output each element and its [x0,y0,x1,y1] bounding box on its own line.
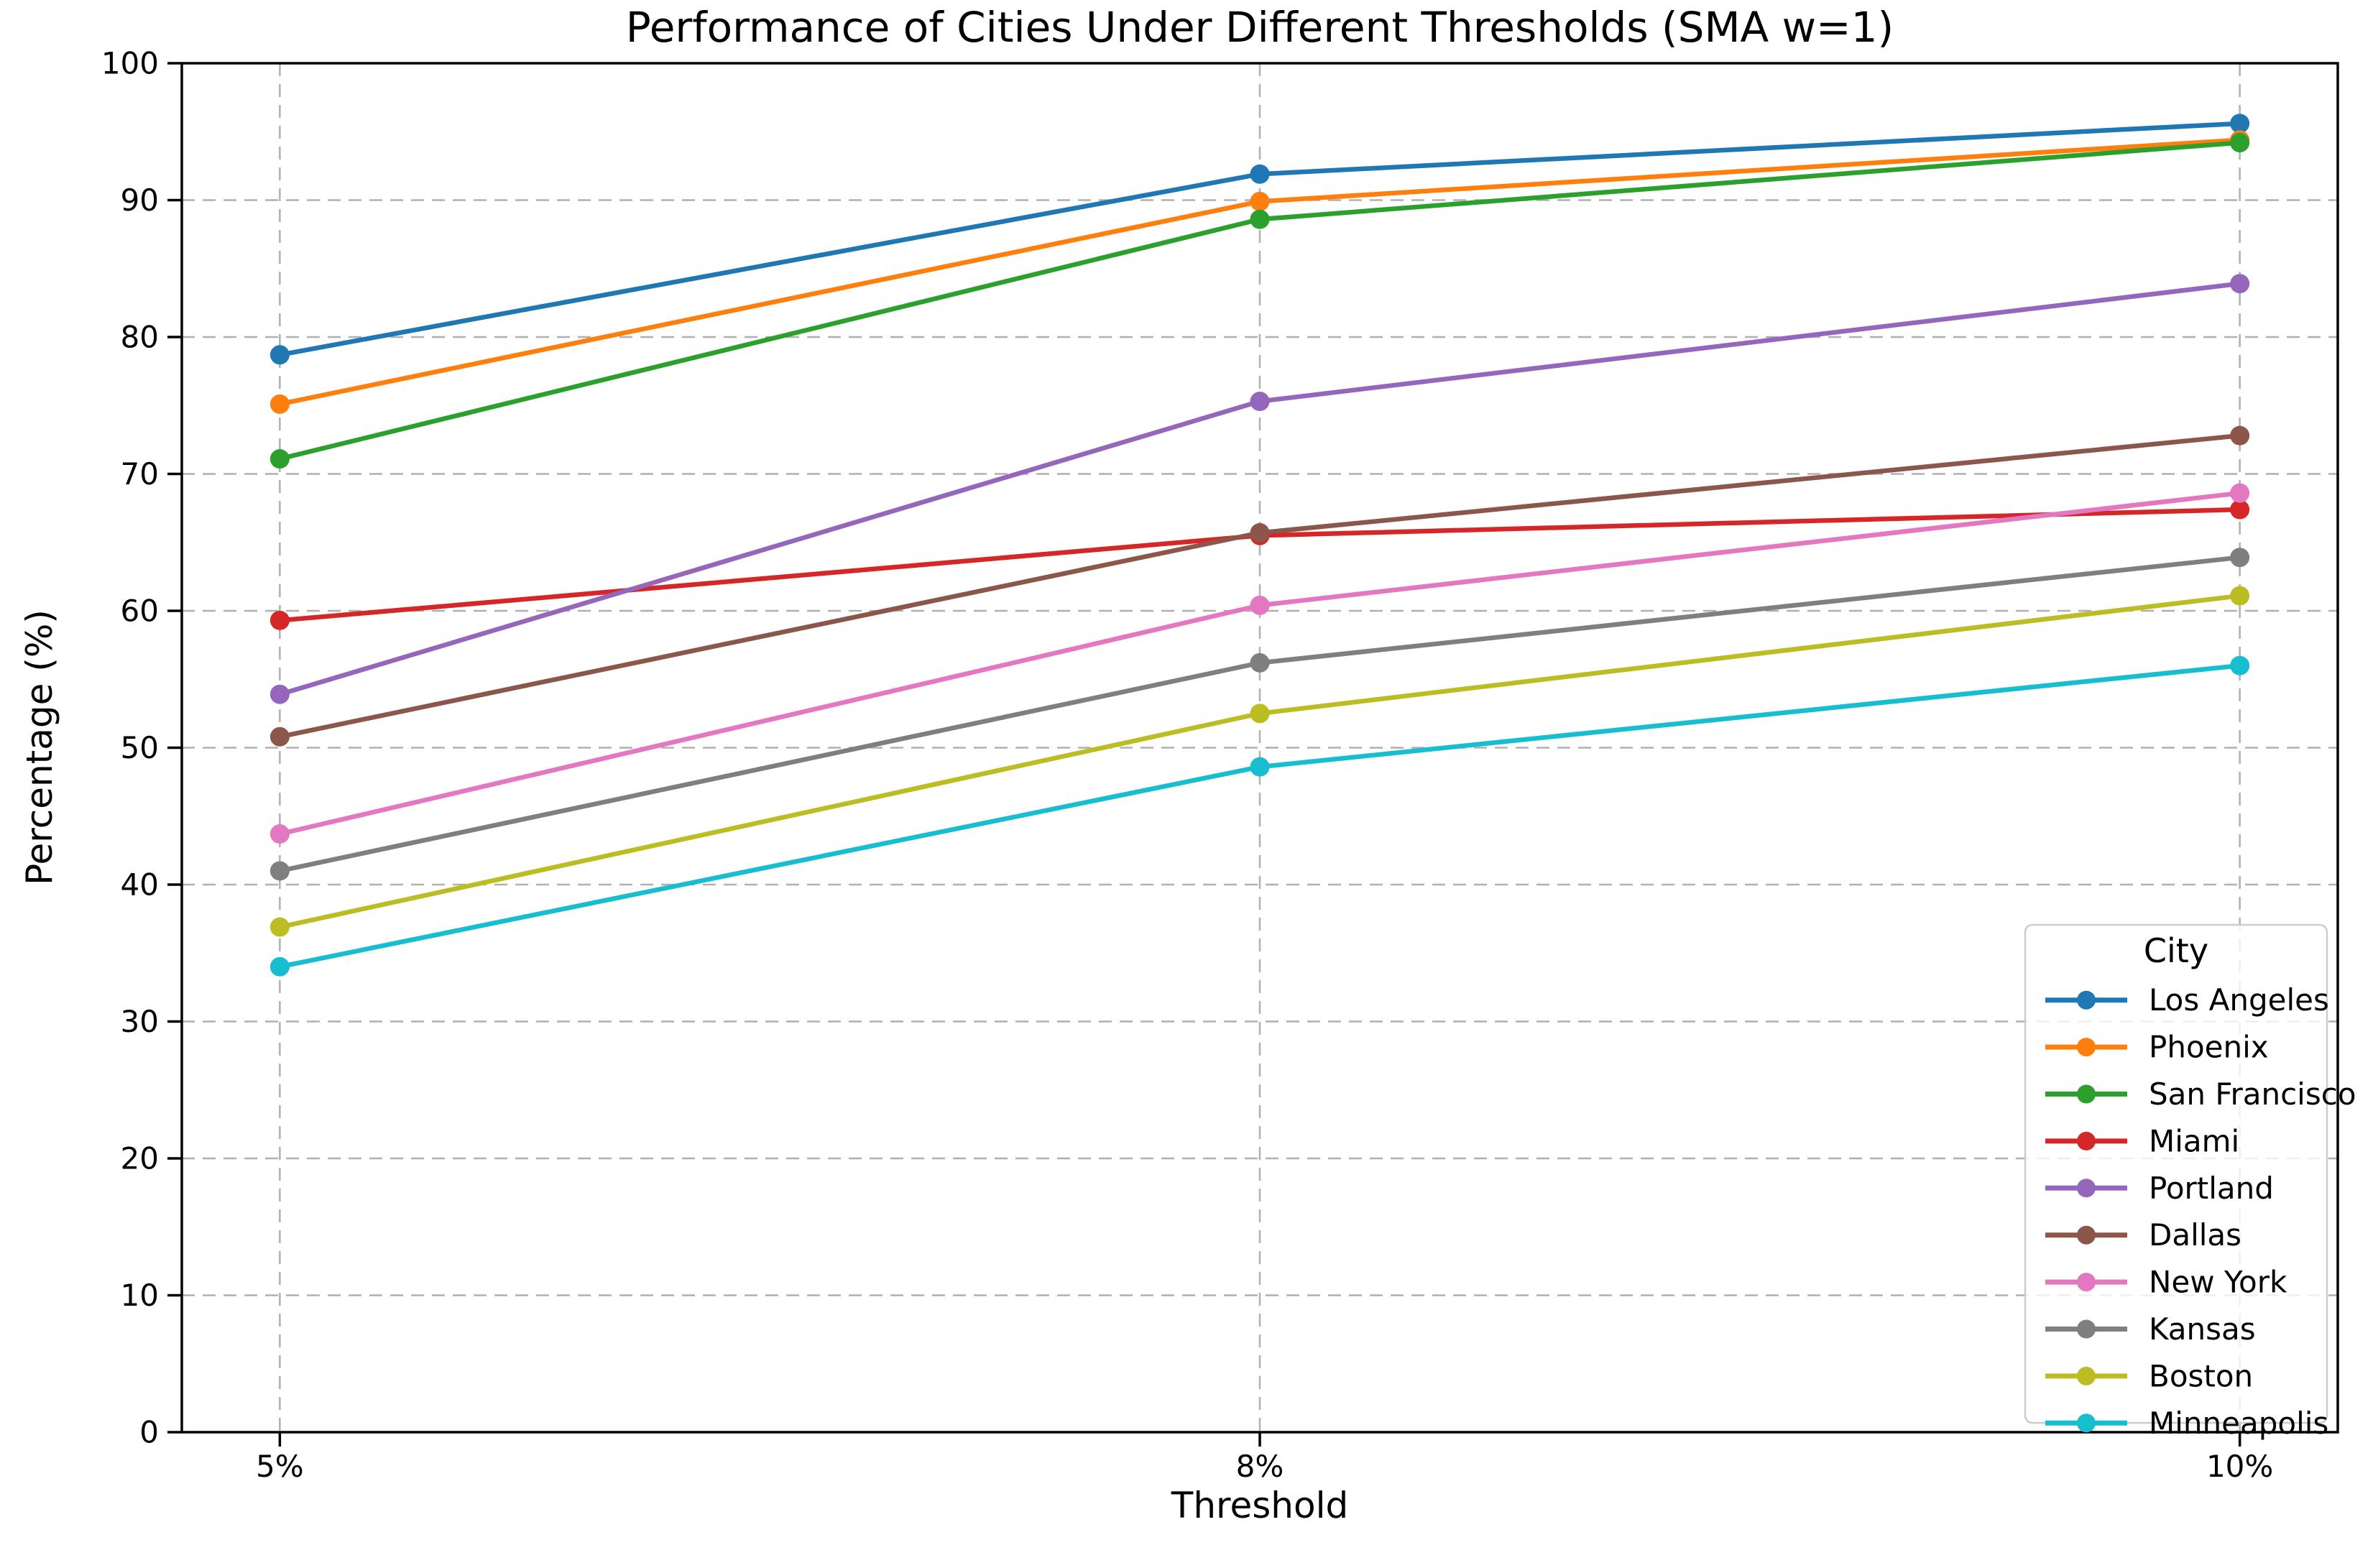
series-marker-new-york-5- [269,824,290,844]
series-layer [269,114,2250,977]
series-marker-dallas-8- [1250,522,1270,543]
y-axis-label: Percentage (%) [19,609,60,885]
legend-item-new-york: New York [2045,1265,2287,1300]
legend-label-portland: Portland [2149,1171,2274,1206]
legend-marker-dot-phoenix [2077,1038,2096,1057]
series-marker-kansas-5- [269,861,290,881]
series-marker-new-york-10- [2230,483,2250,503]
series-marker-new-york-8- [1250,595,1270,615]
legend-marker-dot-miami [2077,1131,2096,1150]
legend-title: City [2144,931,2208,970]
series-dallas [269,425,2250,747]
series-marker-minneapolis-10- [2230,655,2250,675]
y-tick-label-20: 20 [121,1141,159,1176]
y-tick-label-100: 100 [101,46,159,81]
legend-label-san-francisco: San Francisco [2149,1076,2356,1112]
series-marker-boston-10- [2230,586,2250,606]
series-marker-miami-10- [2230,499,2250,520]
series-marker-minneapolis-8- [1250,757,1270,777]
legend-item-kansas: Kansas [2045,1311,2256,1347]
legend-label-miami: Miami [2149,1123,2239,1158]
x-tick-label-10-: 10% [2206,1449,2273,1484]
series-marker-miami-5- [269,610,290,630]
tick-layer: 0 10 20 30 40 50 60 70 80 90 100 5% 8% 10% [101,46,2273,1485]
legend-item-portland: Portland [2045,1171,2274,1206]
x-axis-label: Threshold [1171,1485,1348,1526]
series-new-york [269,483,2250,844]
series-marker-phoenix-8- [1250,191,1270,211]
series-marker-dallas-10- [2230,425,2250,446]
y-tick-label-40: 40 [121,867,159,903]
legend-label-new-york: New York [2149,1265,2287,1300]
grid-layer [182,63,2338,1432]
legend-item-minneapolis: Minneapolis [2045,1406,2328,1441]
legend: City Los Angeles Phoenix San Francisco Miami… [2024,923,2356,1441]
legend-marker-dot-dallas [2077,1225,2096,1245]
series-boston [269,586,2250,937]
series-marker-san-francisco-5- [269,449,290,469]
series-marker-portland-8- [1250,392,1270,412]
y-tick-label-90: 90 [121,183,159,218]
series-marker-dallas-5- [269,727,290,747]
series-marker-san-francisco-8- [1250,209,1270,229]
series-minneapolis [269,655,2250,977]
legend-marker-dot-boston [2077,1366,2096,1385]
series-san-francisco [269,132,2250,469]
x-tick-label-5-: 5% [256,1449,304,1484]
y-tick-label-10: 10 [121,1278,159,1313]
series-marker-kansas-10- [2230,548,2250,568]
x-tick-label-8-: 8% [1236,1449,1284,1484]
series-marker-boston-5- [269,917,290,937]
legend-item-dallas: Dallas [2045,1217,2241,1253]
chart-title: Performance of Cities Under Different Th… [626,3,1894,52]
legend-marker-dot-portland [2077,1179,2096,1198]
series-marker-los-angeles-10- [2230,114,2250,134]
legend-label-boston: Boston [2149,1358,2253,1393]
y-tick-label-30: 30 [121,1004,159,1039]
y-tick-label-70: 70 [121,456,159,492]
legend-marker-dot-new-york [2077,1273,2096,1292]
series-marker-portland-5- [269,684,290,704]
y-tick-label-80: 80 [121,320,159,355]
legend-label-phoenix: Phoenix [2149,1030,2269,1065]
series-marker-minneapolis-5- [269,956,290,977]
y-tick-label-0: 0 [139,1415,159,1450]
legend-item-los-angeles: Los Angeles [2045,982,2329,1018]
series-marker-portland-10- [2230,274,2250,294]
legend-label-los-angeles: Los Angeles [2149,982,2329,1018]
legend-label-minneapolis: Minneapolis [2149,1406,2328,1441]
legend-item-phoenix: Phoenix [2045,1030,2269,1065]
y-tick-label-60: 60 [121,594,159,629]
series-marker-los-angeles-8- [1250,164,1270,184]
y-tick-label-50: 50 [121,730,159,765]
series-marker-boston-8- [1250,704,1270,724]
legend-marker-dot-minneapolis [2077,1413,2096,1433]
series-portland [269,274,2250,704]
legend-item-boston: Boston [2045,1358,2253,1393]
legend-item-san-francisco: San Francisco [2045,1076,2356,1112]
series-kansas [269,548,2250,881]
legend-marker-dot-san-francisco [2077,1084,2096,1104]
legend-label-dallas: Dallas [2149,1217,2241,1253]
legend-label-kansas: Kansas [2149,1311,2256,1347]
series-los-angeles [269,114,2250,365]
series-marker-san-francisco-10- [2230,132,2250,152]
series-marker-kansas-8- [1250,652,1270,673]
series-marker-los-angeles-5- [269,345,290,365]
legend-marker-dot-kansas [2077,1319,2096,1339]
series-marker-phoenix-5- [269,394,290,414]
legend-item-miami: Miami [2045,1123,2239,1158]
legend-marker-dot-los-angeles [2077,990,2096,1010]
